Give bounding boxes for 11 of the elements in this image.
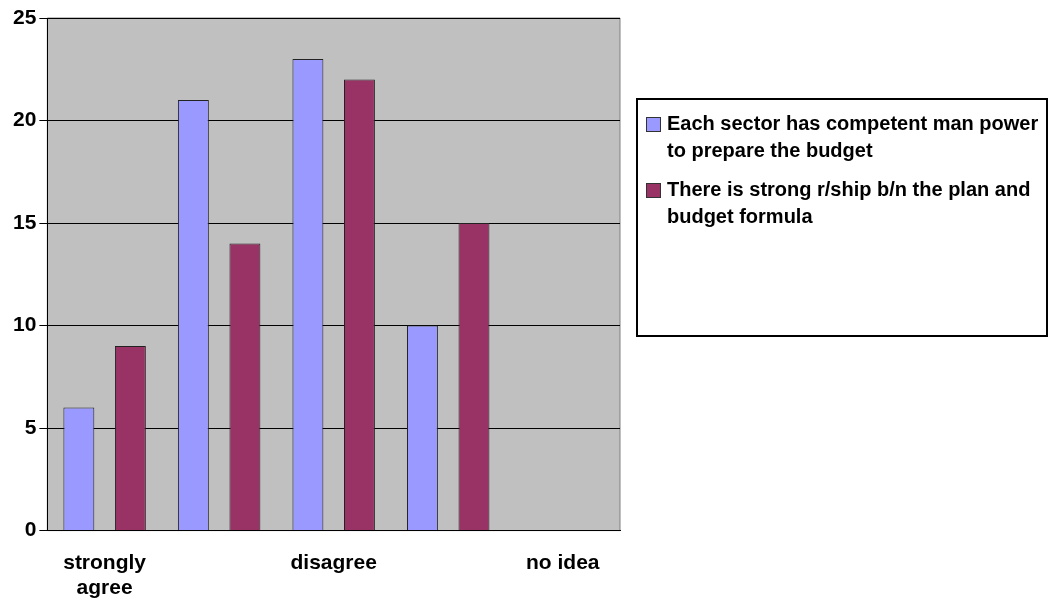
y-tick-label: 5 bbox=[24, 414, 37, 438]
x-tick-label: strongly agree bbox=[63, 550, 147, 599]
y-tick-label: 0 bbox=[24, 517, 37, 541]
y-tick-label: 15 bbox=[13, 209, 37, 233]
y-tick-label: 10 bbox=[13, 312, 37, 336]
legend-label: Each sector has competent man power to prepare the budget bbox=[667, 111, 1040, 163]
y-tick-label: 20 bbox=[13, 107, 37, 131]
x-tick-label: disagree bbox=[290, 550, 377, 573]
legend-label: There is strong r/ship b/n the plan and budget formula bbox=[667, 177, 1032, 229]
x-tick-label: no idea bbox=[525, 550, 600, 573]
y-tick-label: 25 bbox=[13, 4, 37, 28]
